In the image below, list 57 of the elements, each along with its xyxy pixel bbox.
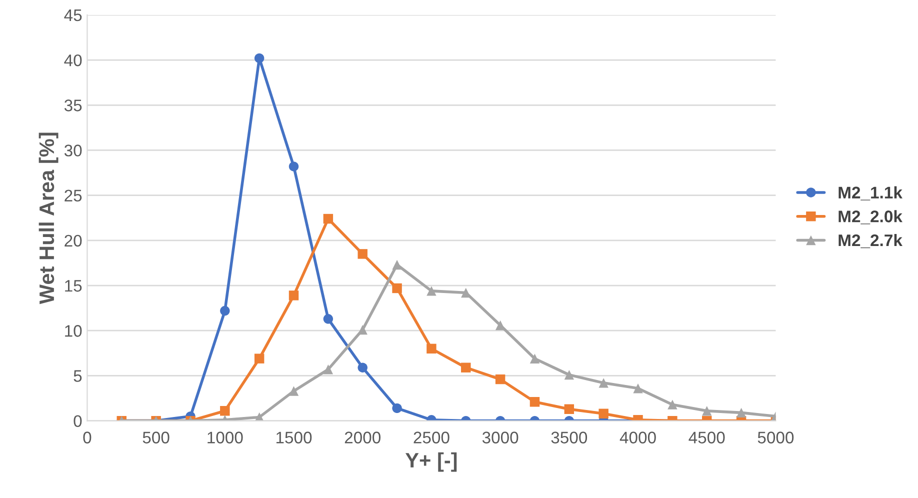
point — [702, 406, 712, 416]
point — [426, 286, 436, 296]
x-tick-label: 2500 — [414, 432, 450, 444]
point — [461, 288, 471, 298]
point — [254, 53, 264, 64]
point — [633, 383, 643, 394]
x-tick-label: 2000 — [344, 432, 380, 444]
x-tick-label: 1500 — [276, 432, 312, 444]
point — [254, 354, 264, 364]
point — [495, 374, 506, 384]
y-tick-label: 20 — [64, 234, 82, 247]
legend-label: M2_1.1k — [838, 186, 902, 200]
point — [530, 397, 540, 407]
x-tick-label: 3000 — [482, 432, 518, 444]
y-tick-label: 45 — [64, 10, 82, 22]
point — [392, 283, 402, 294]
point — [358, 249, 368, 259]
point — [220, 306, 230, 316]
point — [288, 386, 299, 396]
legend-label: M2_2.7k — [838, 234, 902, 248]
point — [598, 408, 608, 418]
point — [736, 408, 746, 418]
point — [530, 354, 540, 364]
x-tick-label: 0 — [83, 432, 92, 444]
y-tick-label: 10 — [65, 325, 82, 337]
y-tick-label: 5 — [74, 370, 82, 382]
y-tick-label: 35 — [64, 100, 82, 112]
point — [288, 162, 299, 172]
x-tick-label: 4000 — [620, 432, 656, 444]
x-tick-label: 4500 — [688, 432, 725, 444]
point — [392, 403, 402, 414]
y-tick-label: 0 — [74, 415, 82, 428]
point — [358, 324, 368, 335]
y-tick-label: 30 — [64, 144, 82, 156]
legend-label: M2_2.0k — [838, 210, 902, 224]
point — [598, 378, 608, 388]
y-tick-label: 15 — [65, 280, 82, 292]
x-tick-label: 500 — [142, 432, 170, 444]
point — [323, 314, 334, 324]
x-tick-label: 3500 — [551, 432, 588, 444]
x-tick-label: 1000 — [208, 432, 243, 444]
point — [392, 260, 402, 270]
point — [358, 362, 368, 372]
point — [426, 344, 436, 354]
point — [461, 362, 471, 372]
point — [288, 290, 299, 300]
point — [220, 406, 230, 416]
y-axis-title: Wet Hull Area [%] — [38, 132, 58, 304]
x-axis-title: Y+ [-] — [405, 452, 457, 472]
point — [668, 400, 678, 410]
point — [323, 214, 334, 224]
y-tick-label: 25 — [64, 190, 82, 202]
point — [564, 370, 574, 380]
y-tick-label: 40 — [64, 54, 82, 66]
point — [323, 364, 334, 374]
x-tick-label: 5000 — [758, 432, 794, 444]
point — [564, 404, 574, 414]
